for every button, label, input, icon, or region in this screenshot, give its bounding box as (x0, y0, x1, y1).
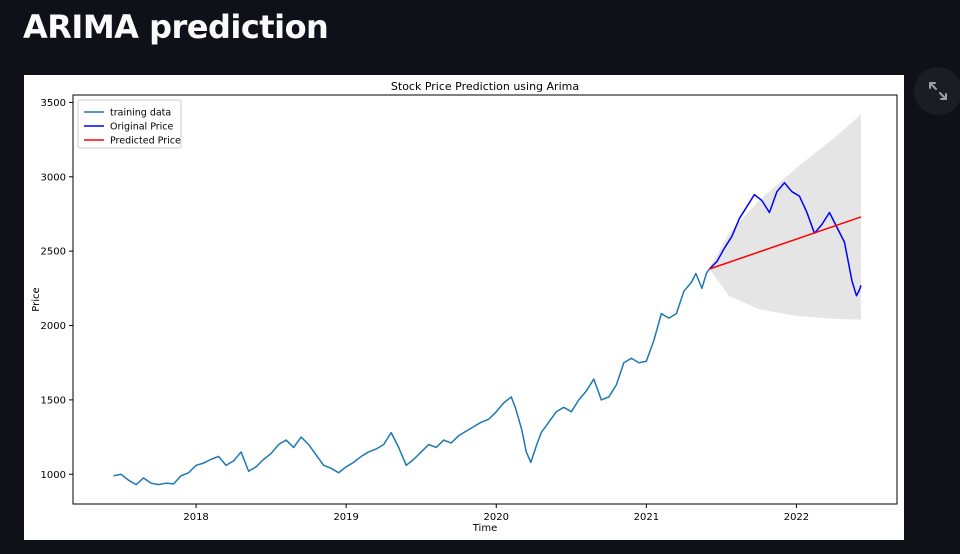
x-tick-label: 2018 (183, 512, 208, 523)
series-training-data (113, 268, 711, 486)
y-tick-label: 2000 (41, 321, 66, 332)
chart-title: Stock Price Prediction using Arima (391, 80, 579, 93)
legend-label: Original Price (110, 122, 174, 133)
y-tick-label: 1000 (41, 470, 66, 481)
y-tick-label: 3500 (41, 98, 66, 109)
fullscreen-button[interactable] (914, 67, 960, 115)
x-tick-label: 2019 (333, 512, 358, 523)
chart-figure: 2018 2019 2020 2021 2022 1000 1500 2000 2500 3000… (24, 75, 904, 540)
y-tick-label: 2500 (41, 247, 66, 258)
x-tick-label: 2021 (634, 512, 659, 523)
chart-svg: 2018 2019 2020 2021 2022 1000 1500 2000 2500 3000… (31, 80, 898, 534)
x-tick-label: 2022 (784, 512, 809, 523)
series-original-price (708, 181, 862, 297)
x-axis-label: Time (472, 523, 497, 534)
fullscreen-expand-icon (929, 82, 947, 100)
legend-label: Predicted Price (110, 136, 181, 147)
series-predicted-price (709, 216, 862, 270)
plot-frame (72, 94, 898, 505)
confidence-band (709, 114, 861, 320)
x-tick-label: 2020 (484, 512, 509, 523)
page-title: ARIMA prediction (23, 8, 329, 46)
y-axis-label: Price (31, 287, 42, 311)
legend-label: training data (110, 108, 171, 119)
y-tick-label: 1500 (41, 395, 66, 406)
y-tick-label: 3000 (41, 172, 66, 183)
